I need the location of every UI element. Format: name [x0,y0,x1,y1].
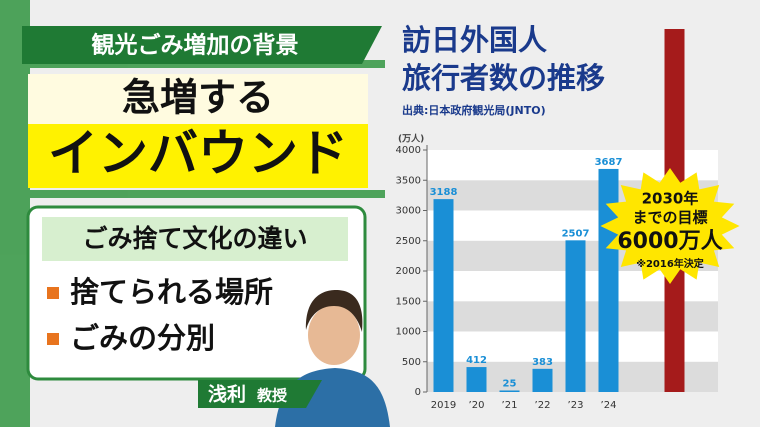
y-tick-label: 500 [402,357,421,368]
target-annotation: 2030年 [642,190,699,208]
panel-item: ごみの分別 [70,321,215,355]
x-tick-label: 2019 [431,400,456,411]
x-tick-label: ’24 [601,400,617,411]
y-tick-label: 1500 [396,296,421,307]
bullet [47,333,59,345]
panel-title-bg [42,217,348,261]
x-tick-label: ’20 [469,400,485,411]
y-tick-label: 3000 [396,206,421,217]
y-tick-label: 0 [415,387,421,398]
y-tick-label: 2000 [396,266,421,277]
y-tick-label: 3500 [396,175,421,186]
speaker-role: 教授 [256,387,288,405]
target-badge [600,168,740,284]
data-label: 25 [503,378,517,389]
chart-source: 出典:日本政府観光局(JNTO) [402,103,546,117]
unit-label: (万人) [398,133,424,145]
bar [499,390,520,392]
headline-band [28,124,368,188]
x-tick-label: ’22 [535,400,551,411]
data-label: 383 [532,357,553,368]
data-label: 2507 [562,228,590,239]
speaker-name: 浅利 [208,383,246,406]
header-label: 観光ごみ増加の背景 [92,32,299,59]
speaker-bar [198,380,322,408]
headline-bg [28,74,368,124]
panel-item: 捨てられる場所 [70,275,273,309]
x-tick-label: ’23 [568,400,584,411]
bar [466,367,487,392]
bullet [47,287,59,299]
target-annotation: 6000万人 [617,229,722,254]
target-annotation: までの目標 [632,209,707,227]
data-label: 3188 [430,187,458,198]
y-tick-label: 4000 [396,145,421,156]
panel-title: ごみ捨て文化の違い [82,224,307,253]
x-tick-label: ’21 [502,400,518,411]
bar [598,168,619,392]
header-bar [22,26,382,64]
data-label: 412 [466,355,487,366]
chart-title: 旅行者数の推移 [402,61,605,95]
bar [433,199,454,392]
target-annotation: ※2016年決定 [636,257,704,270]
bar [532,368,553,392]
y-tick-label: 2500 [396,236,421,247]
headline-1: 急増する [122,76,274,120]
headline-2: インバウンド [48,125,348,183]
data-label: 3687 [595,157,623,168]
bar [565,240,586,392]
y-tick-label: 1000 [396,327,421,338]
chart-title: 訪日外国人 [402,23,547,57]
